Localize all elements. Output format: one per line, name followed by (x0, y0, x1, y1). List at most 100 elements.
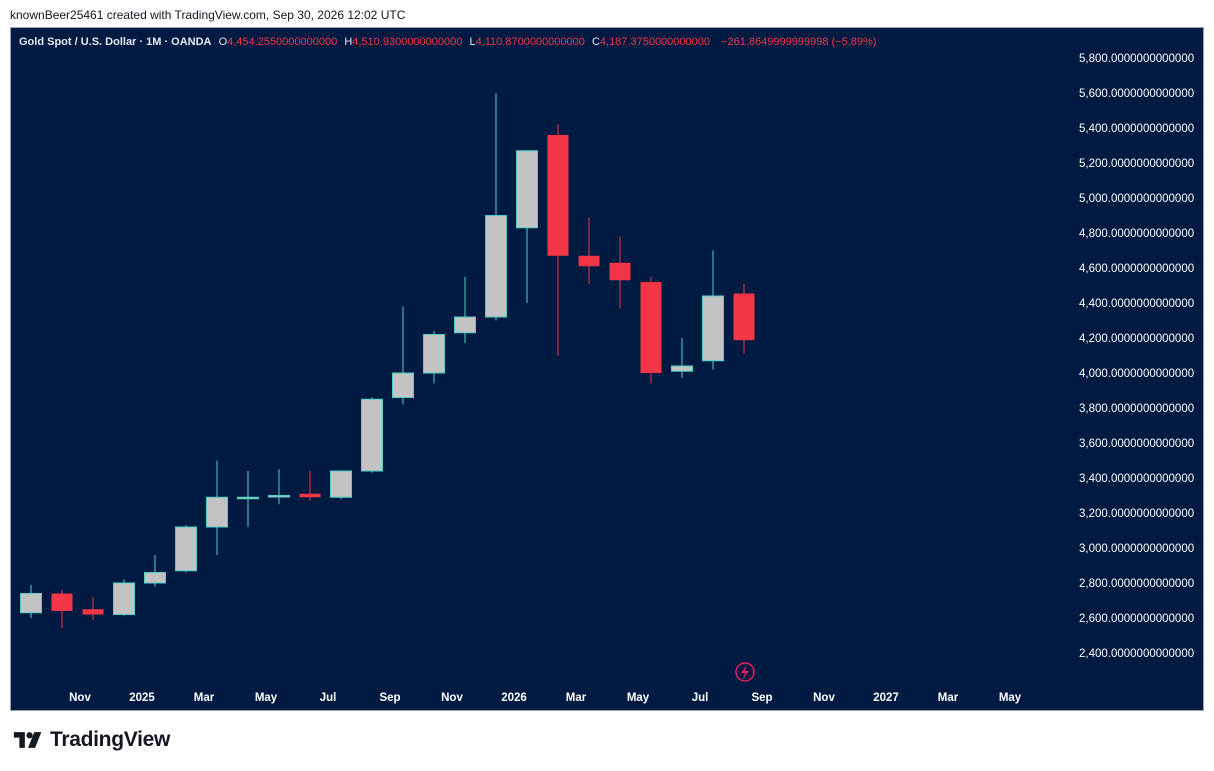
candle-body (144, 572, 166, 584)
candle-body (547, 135, 569, 256)
close-value: 4,187.3750000000000 (599, 36, 711, 48)
candle[interactable] (547, 124, 569, 356)
candle[interactable] (144, 555, 166, 587)
candle-body (454, 316, 476, 334)
price-tick-label: 4,800.0000000000000 (1079, 228, 1194, 240)
candle-body (51, 593, 73, 611)
time-axis[interactable]: Nov 2025 Mar May Jul Sep Nov 2026 Mar May Jul Sep No… (69, 692, 1022, 704)
candle[interactable] (640, 276, 662, 384)
time-tick-label: Mar (566, 692, 587, 704)
chart-caption: knownBeer25461 created with TradingView.… (10, 8, 406, 22)
candle-body (392, 372, 414, 398)
price-tick-label: 3,600.0000000000000 (1079, 438, 1194, 450)
candle[interactable] (361, 397, 383, 473)
time-tick-label: Jul (320, 692, 337, 704)
candle-body (20, 593, 42, 614)
price-tick-label: 4,400.0000000000000 (1079, 298, 1194, 310)
price-tick-label: 2,800.0000000000000 (1079, 578, 1194, 590)
price-tick-label: 2,600.0000000000000 (1079, 613, 1194, 625)
candle[interactable] (206, 460, 228, 556)
candle-body (640, 282, 662, 373)
price-tick-label: 3,800.0000000000000 (1079, 403, 1194, 415)
high-label: H (344, 36, 353, 48)
candle[interactable] (702, 250, 724, 370)
price-tick-label: 4,200.0000000000000 (1079, 333, 1194, 345)
time-tick-label: Mar (938, 692, 959, 704)
candle[interactable] (268, 469, 290, 505)
candle-body (516, 150, 538, 229)
candle-body (82, 609, 104, 615)
candle[interactable] (578, 217, 600, 284)
candle-body (423, 334, 445, 374)
candle[interactable] (485, 93, 507, 321)
candle-body (578, 255, 600, 267)
time-tick-label: Jul (692, 692, 709, 704)
candle-body (113, 582, 135, 615)
ohlc-legend: Gold Spot / U.S. Dollar · 1M · OANDA O4,… (19, 36, 876, 48)
candle[interactable] (516, 150, 538, 303)
open-value: 4,454.2550000000000 (227, 36, 338, 48)
time-tick-label: Nov (441, 692, 463, 704)
high-value: 4,510.9300000000000 (352, 36, 463, 48)
candle[interactable] (392, 306, 414, 405)
candle-body (361, 398, 383, 472)
candlestick-chart[interactable]: 5,800.0000000000000 5,600.0000000000000 5,… (11, 28, 1204, 711)
candle[interactable] (175, 525, 197, 573)
time-tick-label: Nov (813, 692, 835, 704)
candle[interactable] (423, 331, 445, 384)
price-tick-label: 5,600.0000000000000 (1079, 88, 1194, 100)
price-tick-label: 3,400.0000000000000 (1079, 473, 1194, 485)
candle[interactable] (609, 236, 631, 309)
candle-body (206, 496, 228, 528)
time-tick-label: Sep (751, 692, 772, 704)
candle[interactable] (237, 471, 259, 527)
candle-body (733, 293, 755, 341)
time-tick-label: 2027 (873, 692, 899, 704)
candle-body (702, 295, 724, 362)
candle[interactable] (20, 584, 42, 618)
candle[interactable] (51, 590, 73, 629)
low-label: L (469, 36, 476, 48)
price-tick-label: 5,400.0000000000000 (1079, 123, 1194, 135)
brand-name: TradingView (50, 728, 171, 751)
candle-body (175, 526, 197, 572)
price-tick-label: 4,600.0000000000000 (1079, 263, 1194, 275)
low-value: 4,110.8700000000000 (475, 36, 585, 48)
time-tick-label: May (255, 692, 278, 704)
time-tick-label: May (627, 692, 650, 704)
candle[interactable] (113, 579, 135, 617)
lightning-icon[interactable] (735, 662, 755, 682)
time-tick-label: May (999, 692, 1022, 704)
candle-body (485, 215, 507, 318)
symbol-title[interactable]: Gold Spot / U.S. Dollar · 1M · OANDA (19, 36, 212, 48)
open-label: O (218, 36, 228, 48)
candles-layer (20, 93, 755, 629)
change-value: −261.8649999999998 (−5.89%) (721, 36, 877, 48)
candle-body (330, 470, 352, 498)
price-tick-label: 4,000.0000000000000 (1079, 368, 1194, 380)
candle[interactable] (733, 283, 755, 354)
candle-body (237, 496, 259, 500)
chart-panel[interactable]: 5,800.0000000000000 5,600.0000000000000 5,… (10, 27, 1204, 711)
candle-body (609, 262, 631, 281)
price-tick-label: 5,200.0000000000000 (1079, 158, 1194, 170)
time-tick-label: 2026 (501, 692, 527, 704)
candle-body (299, 493, 321, 498)
candle-body (268, 495, 290, 498)
close-label: C (591, 36, 600, 48)
candle[interactable] (299, 471, 321, 501)
candle[interactable] (671, 338, 693, 379)
price-tick-label: 5,800.0000000000000 (1079, 53, 1194, 65)
time-tick-label: Nov (69, 692, 91, 704)
candle[interactable] (454, 276, 476, 344)
time-tick-label: 2025 (129, 692, 155, 704)
time-tick-label: Sep (379, 692, 400, 704)
price-axis[interactable]: 5,800.0000000000000 5,600.0000000000000 5,… (1079, 53, 1194, 660)
tradingview-logo-icon (13, 732, 42, 748)
candle[interactable] (82, 597, 104, 620)
time-tick-label: Mar (194, 692, 215, 704)
price-tick-label: 5,000.0000000000000 (1079, 193, 1194, 205)
brand-footer[interactable]: TradingView (12, 728, 170, 752)
candle[interactable] (330, 470, 352, 499)
price-tick-label: 3,200.0000000000000 (1079, 508, 1194, 520)
